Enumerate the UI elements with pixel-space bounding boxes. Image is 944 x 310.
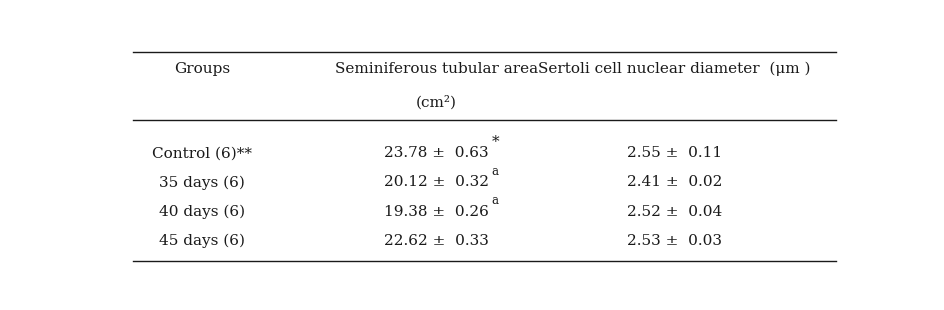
Text: 2.55 ±  0.11: 2.55 ± 0.11 xyxy=(627,146,721,161)
Text: Control (6)**: Control (6)** xyxy=(152,146,252,161)
Text: a: a xyxy=(491,194,498,207)
Text: 2.52 ±  0.04: 2.52 ± 0.04 xyxy=(627,205,721,219)
Text: Groups: Groups xyxy=(174,62,230,76)
Text: 2.41 ±  0.02: 2.41 ± 0.02 xyxy=(627,175,721,189)
Text: 20.12 ±  0.32: 20.12 ± 0.32 xyxy=(384,175,489,189)
Text: 23.78 ±  0.63: 23.78 ± 0.63 xyxy=(384,146,488,161)
Text: 45 days (6): 45 days (6) xyxy=(160,233,245,248)
Text: *: * xyxy=(491,135,498,149)
Text: Seminiferous tubular area: Seminiferous tubular area xyxy=(335,62,538,76)
Text: 40 days (6): 40 days (6) xyxy=(160,204,245,219)
Text: Sertoli cell nuclear diameter  (μm ): Sertoli cell nuclear diameter (μm ) xyxy=(538,62,810,77)
Text: 19.38 ±  0.26: 19.38 ± 0.26 xyxy=(384,205,489,219)
Text: 22.62 ±  0.33: 22.62 ± 0.33 xyxy=(384,234,489,248)
Text: (cm²): (cm²) xyxy=(415,95,457,110)
Text: 2.53 ±  0.03: 2.53 ± 0.03 xyxy=(627,234,721,248)
Text: 35 days (6): 35 days (6) xyxy=(160,175,245,190)
Text: a: a xyxy=(491,165,498,178)
